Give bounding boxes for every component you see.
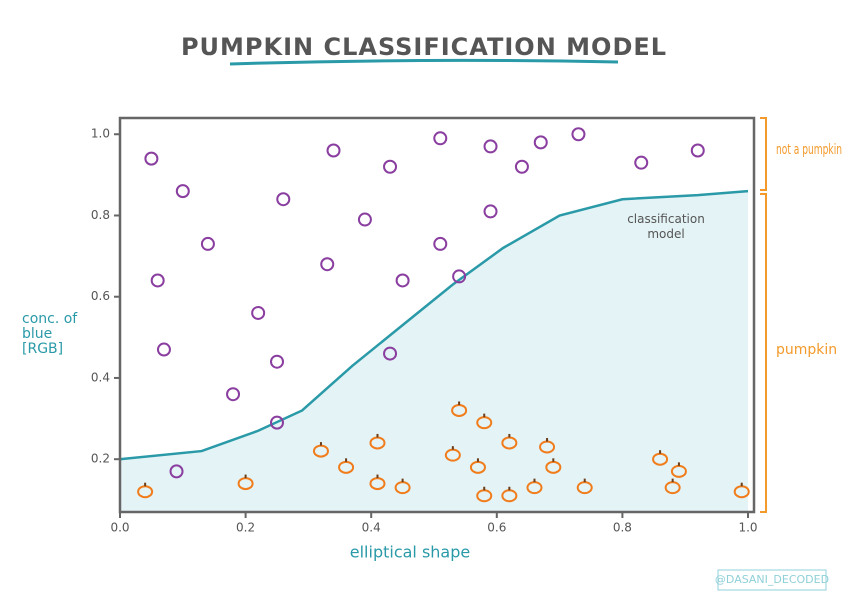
other-fruit-point [483,204,498,219]
other-fruit-point [276,192,291,207]
x-tick-label: 0.6 [487,521,506,535]
x-tick-label: 0.0 [110,521,129,535]
other-fruit-point [144,151,159,166]
other-fruit-point [395,273,410,288]
other-fruit-point [320,257,335,272]
credit: @DASANI_DECODED [715,573,829,586]
other-fruit-point [483,139,498,154]
bracket-label: pumpkin [776,342,837,358]
other-fruit-point [251,305,266,320]
classification-curve [119,189,749,461]
y-axis-label: conc. of blue [RGB] [22,311,78,357]
chart-title: PUMPKIN CLASSIFICATION MODEL [181,33,667,61]
bracket-not-pumpkin [760,117,767,191]
bracket-label: not a pumpkin [776,142,842,158]
curve-area [120,191,748,512]
plot-frame [118,116,756,514]
x-tick-label: 0.4 [362,521,381,535]
y-tick-label: 0.6 [91,289,110,303]
y-tick-label: 0.4 [91,370,110,384]
other-fruit-point [270,354,284,369]
y-tick-label: 0.8 [91,208,110,222]
other-fruit-point [169,464,184,479]
other-fruit-point [357,212,372,227]
other-fruit-point [433,236,448,251]
x-tick-label: 1.0 [738,521,757,535]
other-fruit-point [150,273,165,288]
y-tick-label: 0.2 [91,452,110,466]
x-tick-label: 0.8 [613,521,632,535]
other-fruit-point [433,131,448,146]
other-fruit-point [226,387,241,402]
title-underline [229,58,619,66]
x-tick-label: 0.2 [236,521,255,535]
other-fruit-point [270,415,284,430]
other-fruit-point [634,155,649,170]
other-fruit-point [326,143,341,158]
other-fruit-point [175,184,190,199]
other-fruit-point [200,236,215,251]
other-fruit-point [514,159,529,174]
x-axis-label: elliptical shape [350,543,470,562]
credit-box [717,569,827,591]
bracket-pumpkin [760,193,767,513]
other-fruit-point [533,135,548,150]
other-fruit-point [156,342,171,357]
y-tick-label: 1.0 [91,127,110,141]
other-fruit-point [383,346,398,361]
other-fruit-point [690,143,705,158]
curve-annotation: classification model [627,212,705,241]
other-fruit-point [383,159,398,174]
other-fruit-point [571,127,586,142]
other-fruit-point [452,269,467,284]
